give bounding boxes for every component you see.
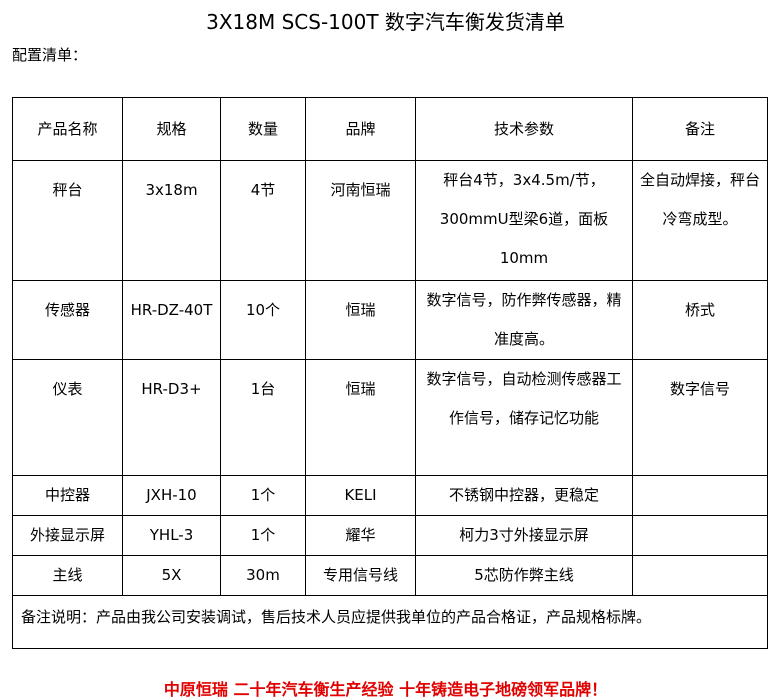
cell: 传感器 bbox=[12, 280, 123, 360]
cell: 5X bbox=[122, 555, 221, 596]
cell: 河南恒瑞 bbox=[305, 160, 416, 281]
cell: 专用信号线 bbox=[305, 555, 416, 596]
cell: 柯力3寸外接显示屏 bbox=[415, 515, 633, 556]
header-cell: 产品名称 bbox=[12, 97, 123, 161]
shipping-list-table: 产品名称 规格 数量 品牌 技术参数 备注 秤台 3x18m 4节 河南恒瑞 秤… bbox=[12, 97, 768, 649]
cell: 中控器 bbox=[12, 475, 123, 516]
cell: 秤台4节，3x4.5m/节，300mmU型梁6道，面板10mm bbox=[415, 160, 633, 281]
cell: 3x18m bbox=[122, 160, 221, 281]
note-text: 备注说明：产品由我公司安装调试，售后技术人员应提供我单位的产品合格证，产品规格标… bbox=[12, 595, 768, 649]
note-row: 备注说明：产品由我公司安装调试，售后技术人员应提供我单位的产品合格证，产品规格标… bbox=[12, 595, 768, 649]
cell: 仪表 bbox=[12, 359, 123, 476]
table-row: 传感器 HR-DZ-40T 10个 恒瑞 数字信号，防作弊传感器，精准度高。 桥… bbox=[12, 280, 768, 360]
cell bbox=[632, 515, 768, 556]
cell: 恒瑞 bbox=[305, 280, 416, 360]
cell: 1个 bbox=[220, 515, 306, 556]
cell: 1个 bbox=[220, 475, 306, 516]
table-header-row: 产品名称 规格 数量 品牌 技术参数 备注 bbox=[12, 97, 768, 161]
cell bbox=[632, 555, 768, 596]
table-row: 秤台 3x18m 4节 河南恒瑞 秤台4节，3x4.5m/节，300mmU型梁6… bbox=[12, 160, 768, 281]
cell: 耀华 bbox=[305, 515, 416, 556]
header-cell: 品牌 bbox=[305, 97, 416, 161]
header-cell: 数量 bbox=[220, 97, 306, 161]
cell: HR-D3+ bbox=[122, 359, 221, 476]
document-title: 3X18M SCS-100T 数字汽车衡发货清单 bbox=[206, 10, 565, 34]
cell: 30m bbox=[220, 555, 306, 596]
cell: 不锈钢中控器，更稳定 bbox=[415, 475, 633, 516]
company-slogan: 中原恒瑞 二十年汽车衡生产经验 十年铸造电子地磅领军品牌！ bbox=[163, 680, 608, 699]
cell: KELI bbox=[305, 475, 416, 516]
cell: 全自动焊接，秤台冷弯成型。 bbox=[632, 160, 768, 281]
cell: 数字信号，防作弊传感器，精准度高。 bbox=[415, 280, 633, 360]
cell bbox=[632, 475, 768, 516]
table-row: 仪表 HR-D3+ 1台 恒瑞 数字信号，自动检测传感器工作信号，储存记忆功能 … bbox=[12, 359, 768, 476]
cell: 数字信号，自动检测传感器工作信号，储存记忆功能 bbox=[415, 359, 633, 476]
header-cell: 技术参数 bbox=[415, 97, 633, 161]
cell: 5芯防作弊主线 bbox=[415, 555, 633, 596]
cell: HR-DZ-40T bbox=[122, 280, 221, 360]
cell: 秤台 bbox=[12, 160, 123, 281]
cell: 外接显示屏 bbox=[12, 515, 123, 556]
header-cell: 规格 bbox=[122, 97, 221, 161]
config-list-label: 配置清单： bbox=[12, 46, 88, 64]
table-row: 主线 5X 30m 专用信号线 5芯防作弊主线 bbox=[12, 555, 768, 596]
cell: 恒瑞 bbox=[305, 359, 416, 476]
cell: JXH-10 bbox=[122, 475, 221, 516]
cell: 1台 bbox=[220, 359, 306, 476]
cell: 数字信号 bbox=[632, 359, 768, 476]
cell: 10个 bbox=[220, 280, 306, 360]
cell: 4节 bbox=[220, 160, 306, 281]
cell: 桥式 bbox=[632, 280, 768, 360]
cell: 主线 bbox=[12, 555, 123, 596]
cell: YHL-3 bbox=[122, 515, 221, 556]
table-row: 中控器 JXH-10 1个 KELI 不锈钢中控器，更稳定 bbox=[12, 475, 768, 516]
table-row: 外接显示屏 YHL-3 1个 耀华 柯力3寸外接显示屏 bbox=[12, 515, 768, 556]
header-cell: 备注 bbox=[632, 97, 768, 161]
